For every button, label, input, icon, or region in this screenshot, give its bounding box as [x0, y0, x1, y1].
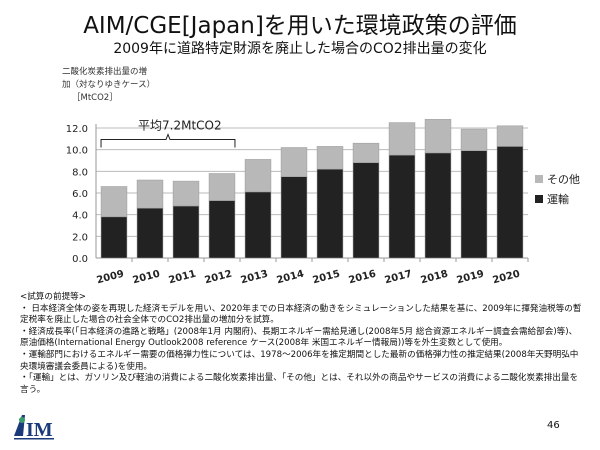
bar-other: [352, 142, 380, 163]
legend-label: 運輸: [547, 192, 569, 206]
page-number: 46: [547, 420, 560, 431]
note-item: ・運輸部門におけるエネルギー需要の価格弾力性については、1978～2006年を推…: [20, 349, 579, 372]
y-tick-label: 12.0: [66, 124, 88, 135]
x-tick-label: 2020: [492, 269, 522, 287]
bar-other: [280, 147, 308, 177]
y-tick-label: 8.0: [72, 167, 88, 178]
y-tick-label: 6.0: [72, 189, 88, 200]
bar-transport: [496, 146, 524, 259]
x-tick-label: 2011: [168, 269, 198, 287]
x-tick-label: 2015: [312, 269, 342, 287]
bar-other: [496, 125, 524, 147]
average-brace: [100, 133, 236, 148]
stacked-bar-chart: 0.0 2.0 4.0 6.0 8.0 10.0 12.0 2009 2010 2011 2012 2…: [66, 119, 580, 287]
y-tick-label: 2.0: [72, 232, 88, 243]
y-axis-title: 二酸化炭素排出量の増 加（対なりゆきケース） ［MtCO2］: [62, 66, 155, 105]
bar-transport: [460, 150, 488, 259]
y-axis-title-line: 加（対なりゆきケース）: [62, 80, 156, 90]
svg-text:IM: IM: [26, 419, 53, 441]
note-item: ・経済成長率(「日本経済の進路と戦略」(2008年1月 内閣府)、長期エネルギー…: [20, 326, 578, 349]
bar-transport: [316, 168, 344, 259]
average-annotation: 平均7.2MtCO2: [138, 119, 222, 133]
x-tick-label: 2017: [384, 269, 414, 287]
x-tick-label: 2012: [204, 269, 234, 287]
y-axis-title-line: ［MtCO2］: [72, 93, 118, 103]
notes-heading: <試算の前提等>: [20, 292, 86, 302]
x-tick-label: 2014: [276, 269, 306, 287]
y-tick-label: 4.0: [72, 211, 88, 222]
note-item: ・「運輸」とは、ガソリン及び軽油の消費による二酸化炭素排出量、「その他」とは、そ…: [20, 373, 579, 395]
aim-logo: IM: [14, 415, 54, 441]
bar-transport: [424, 152, 452, 259]
bar-other: [208, 173, 236, 201]
bar-transport: [208, 200, 236, 259]
bar-other: [244, 159, 272, 193]
bar-transport: [136, 207, 164, 259]
y-tick-label: 0.0: [72, 254, 88, 265]
bar-other: [100, 186, 128, 218]
bar-other: [460, 128, 488, 151]
x-tick-label: 2018: [420, 269, 450, 287]
bar-transport: [244, 191, 272, 259]
slide-subtitle: 2009年に道路特定財源を廃止した場合のCO2排出量の変化: [113, 41, 487, 57]
bar-other: [136, 179, 164, 209]
bar-transport: [172, 205, 200, 259]
legend-label: その他: [547, 173, 580, 186]
note-item: ・ 日本経済全体の姿を再現した経済モデルを用い、2020年までの日本経済の動きを…: [20, 303, 582, 326]
bar-transport: [280, 176, 308, 259]
x-tick-label: 2013: [240, 269, 270, 287]
bar-transport: [352, 162, 380, 259]
slide-title: AIM/CGE[Japan]を用いた環境政策の評価: [83, 13, 517, 39]
bar-other: [424, 119, 452, 154]
bar-transport: [388, 154, 416, 259]
bar-transport: [100, 216, 128, 259]
y-tick-label: 10.0: [66, 146, 88, 157]
bar-other: [172, 180, 200, 207]
assumption-notes: <試算の前提等> ・ 日本経済全体の姿を再現した経済モデルを用い、2020年まで…: [20, 292, 585, 396]
bar-other: [316, 146, 344, 170]
x-tick-label: 2019: [456, 269, 486, 287]
y-axis-title-line: 二酸化炭素排出量の増: [62, 67, 148, 77]
legend-swatch: [535, 175, 543, 183]
x-tick-label: 2016: [348, 269, 378, 287]
bar-other: [388, 122, 416, 156]
x-tick-label: 2009: [96, 269, 126, 287]
x-tick-label: 2010: [132, 269, 162, 287]
legend-swatch: [535, 195, 543, 203]
